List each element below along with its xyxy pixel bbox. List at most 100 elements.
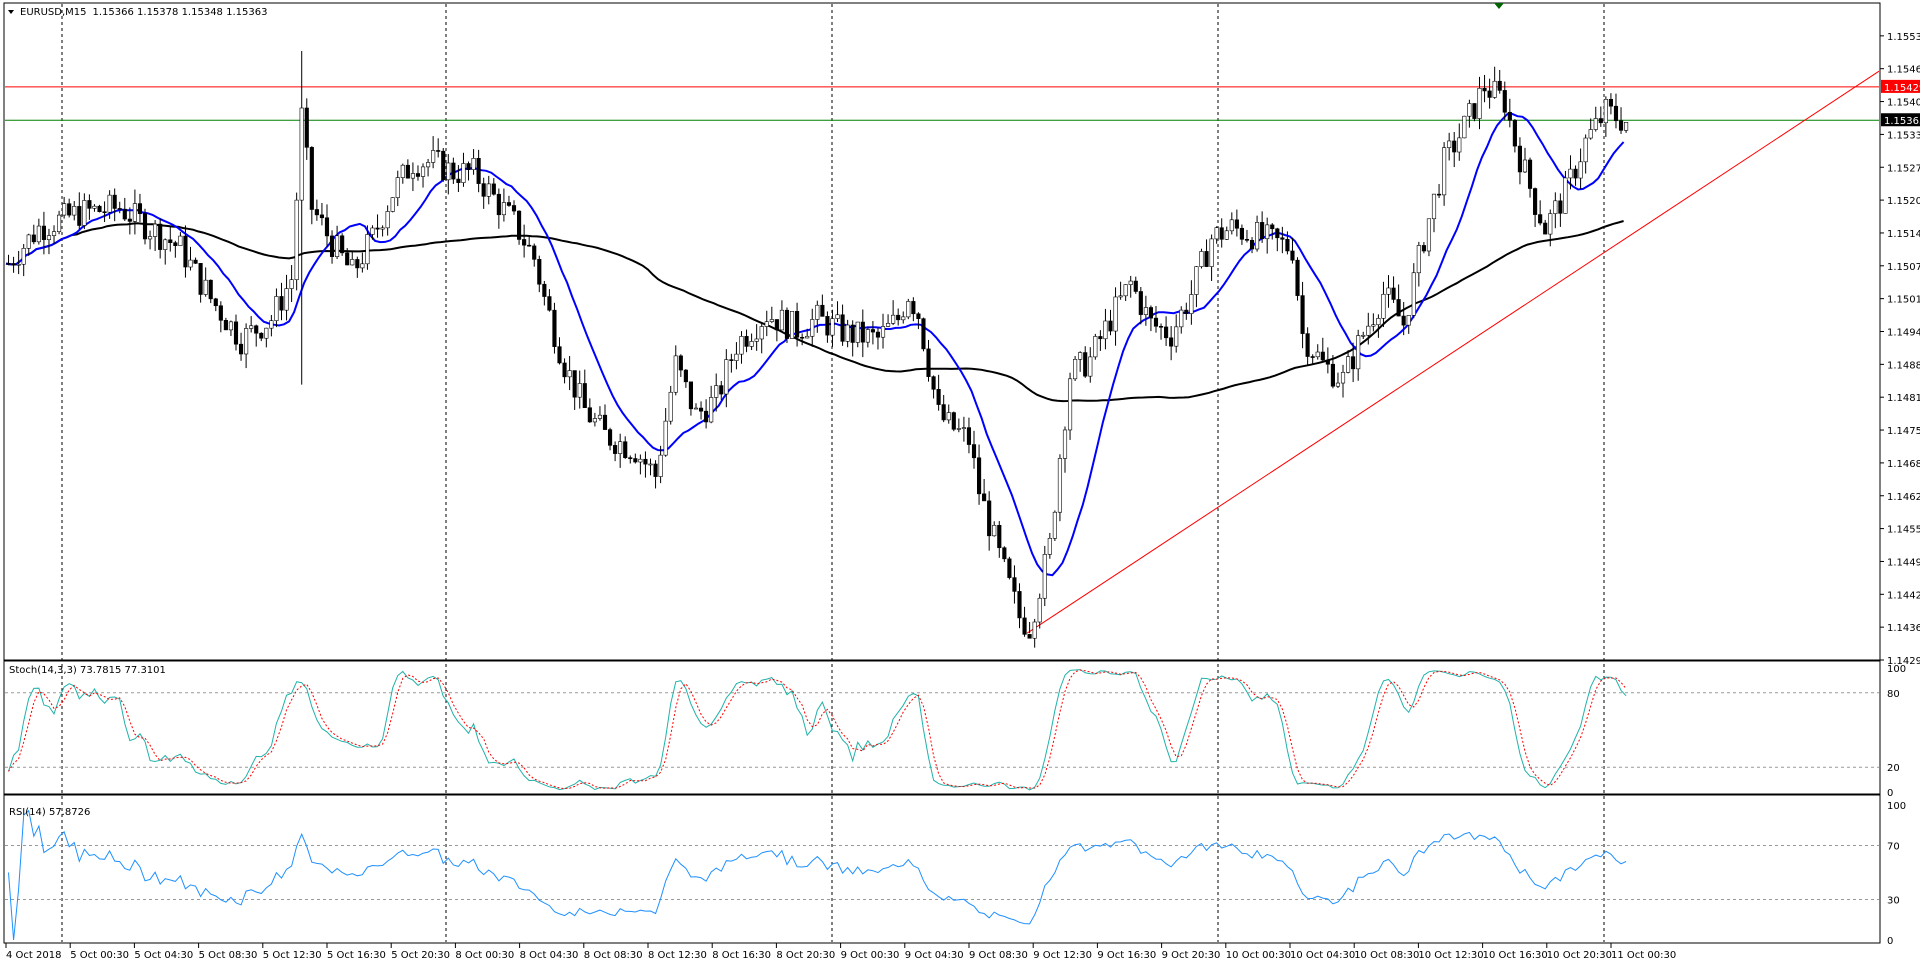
candle-body (36, 225, 41, 243)
time-axis-label: 8 Oct 20:30 (776, 950, 835, 961)
candle-body (1416, 245, 1421, 274)
candle-body (431, 150, 436, 163)
candle-body (355, 259, 360, 269)
candle-body (1158, 325, 1164, 328)
candle-body (279, 296, 284, 311)
candle-body (658, 454, 663, 477)
candle-body (522, 239, 527, 246)
candle-body (1062, 429, 1068, 459)
candle-body (309, 147, 314, 210)
candle-body (1255, 222, 1260, 250)
candle-body (1113, 296, 1118, 332)
candle-body (1199, 251, 1204, 267)
candle-body (178, 235, 183, 246)
candle-body (466, 163, 471, 171)
rsi-axis-label: 30 (1887, 896, 1900, 907)
candle-body (67, 203, 72, 216)
candle-body (77, 206, 82, 226)
candle-body (673, 355, 678, 393)
candle-body (1593, 118, 1598, 130)
time-axis-label: 8 Oct 04:30 (520, 950, 579, 961)
candle-body (567, 370, 572, 378)
rsi-axis-label: 70 (1887, 842, 1900, 853)
candle-body (506, 202, 512, 206)
candle-body (1346, 356, 1351, 373)
stoch-axis-label: 20 (1887, 763, 1900, 774)
candle-body (62, 203, 67, 216)
candle-body (1472, 103, 1477, 119)
candle-body (795, 311, 800, 338)
horizontal-lines[interactable] (5, 86, 1879, 121)
candle-body (1512, 119, 1517, 147)
candle-body (476, 158, 481, 184)
dropdown-triangle-icon[interactable] (8, 10, 14, 14)
candle-body (511, 205, 517, 212)
candle-body (1533, 188, 1538, 215)
candle-body (158, 223, 163, 250)
candle-body (1027, 634, 1032, 639)
candle-body (198, 263, 203, 295)
candle-body (1194, 266, 1199, 295)
candle-body (451, 162, 456, 180)
candle-body (860, 321, 865, 343)
price-axis-label: 1.15140 (1887, 229, 1920, 240)
candle-body (1067, 378, 1073, 431)
price-axis-label: 1.14555 (1887, 525, 1920, 536)
time-axis-label: 5 Oct 16:30 (327, 950, 386, 961)
candle-body (724, 359, 729, 395)
candle-body (820, 304, 825, 317)
candle-body (613, 445, 618, 454)
candle-body (340, 235, 345, 254)
candle-body (623, 441, 628, 458)
candle-body (1275, 228, 1280, 239)
candle-body (1300, 295, 1305, 334)
candle-body (542, 283, 547, 297)
candle-body (628, 457, 633, 459)
price-axis-label: 1.14685 (1887, 459, 1920, 470)
candle-body (168, 239, 173, 243)
candle-body (1093, 336, 1098, 358)
candle-body (223, 320, 228, 331)
candle-body (415, 173, 421, 177)
candle-body (6, 262, 11, 265)
candle-body (1477, 88, 1482, 119)
price-axis-label: 1.15010 (1887, 295, 1920, 306)
stoch-header: Stoch(14,3,3) 73.7815 77.3101 (9, 665, 166, 676)
time-axis-label: 10 Oct 16:30 (1483, 950, 1548, 961)
session-separators (61, 4, 1605, 942)
trendline[interactable] (1026, 70, 1880, 634)
rsi-axis-label: 100 (1887, 801, 1906, 812)
candle-body (926, 348, 931, 377)
candle-body (759, 326, 764, 340)
candle-body (264, 327, 269, 339)
candle-body (1618, 120, 1624, 131)
time-axis-label: 9 Oct 08:30 (969, 950, 1028, 961)
price-axis-label: 1.15465 (1887, 65, 1920, 76)
candle-body (213, 298, 218, 307)
candle-body (31, 234, 36, 243)
candle-body (127, 218, 132, 222)
candle-body (1330, 363, 1335, 387)
candle-body (1366, 325, 1371, 336)
candle-body (1583, 137, 1588, 163)
candle-body (941, 404, 946, 421)
candle-body (420, 166, 426, 177)
candle-body (92, 205, 97, 209)
candle-body (1290, 250, 1295, 261)
candle-body (749, 341, 754, 347)
stoch-main-line (8, 669, 1627, 791)
candle-body (82, 200, 87, 226)
candle-body (517, 210, 522, 240)
candle-body (1356, 335, 1361, 370)
candle-body (769, 319, 774, 322)
candle-body (365, 234, 370, 265)
time-axis-label: 10 Oct 00:30 (1226, 950, 1291, 961)
candle-body (1502, 90, 1507, 113)
time-axis: 4 Oct 2018 5 Oct 00:30 5 Oct 04:30 5 Oct 08… (5, 943, 1676, 961)
candle-body (709, 397, 714, 423)
candle-body (122, 208, 127, 220)
trendline-segment (1026, 70, 1880, 634)
candle-body (648, 463, 653, 466)
candle-body (1391, 287, 1396, 300)
